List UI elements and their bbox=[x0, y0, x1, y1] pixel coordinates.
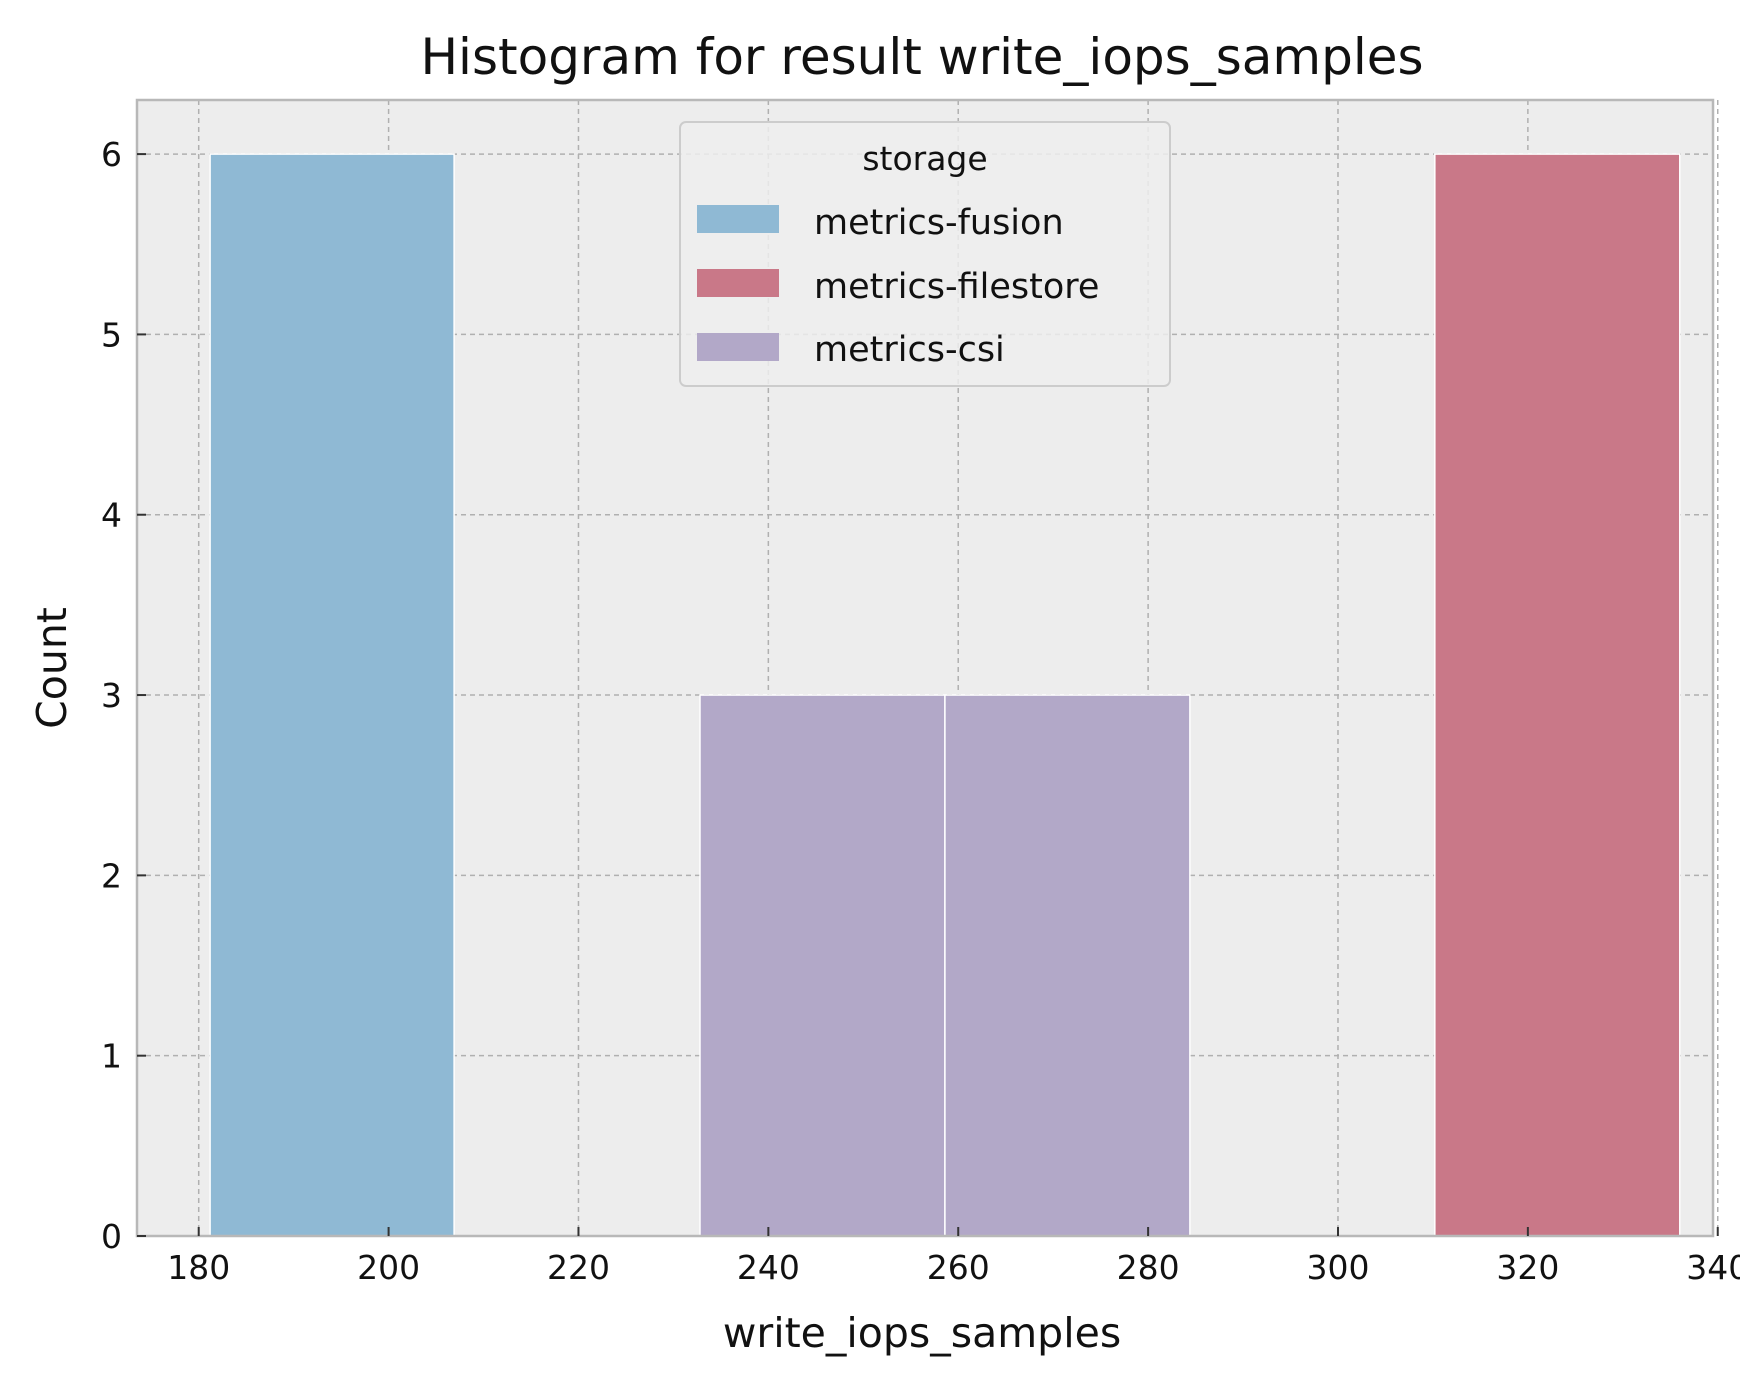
bar-metrics-csi bbox=[944, 694, 1191, 1237]
legend: storage metrics-fusion metrics-filestore… bbox=[679, 121, 1171, 387]
bar-metrics-csi bbox=[699, 694, 946, 1237]
y-axis-label: Count bbox=[28, 607, 76, 729]
x-tick-label: 180 bbox=[167, 1248, 230, 1287]
x-axis-label: write_iops_samples bbox=[723, 1309, 1121, 1357]
legend-label-metrics-csi: metrics-csi bbox=[814, 330, 1005, 370]
axis-ticks: 180 200 220 240 260 280 300 320 340 0 1 2 3 4 5 6 bbox=[101, 135, 1740, 1287]
legend-label-metrics-filestore: metrics-filestore bbox=[814, 267, 1099, 307]
legend-swatch-metrics-fusion bbox=[697, 205, 779, 233]
legend-swatch-metrics-filestore bbox=[697, 269, 779, 297]
x-tick-label: 300 bbox=[1306, 1248, 1369, 1287]
y-tick-label: 0 bbox=[101, 1217, 122, 1256]
histogram-bars bbox=[209, 153, 1681, 1237]
bar-metrics-fusion bbox=[209, 153, 455, 1237]
y-tick-label: 5 bbox=[101, 315, 122, 354]
x-tick-label: 200 bbox=[357, 1248, 420, 1287]
x-tick-label: 240 bbox=[737, 1248, 800, 1287]
x-tick-label: 260 bbox=[927, 1248, 990, 1287]
legend-swatch-metrics-csi bbox=[697, 333, 779, 361]
x-tick-label: 220 bbox=[547, 1248, 610, 1287]
plot-frame bbox=[135, 98, 1715, 1238]
y-tick-label: 4 bbox=[101, 496, 122, 535]
x-tick-label: 320 bbox=[1496, 1248, 1559, 1287]
legend-title: storage bbox=[862, 139, 987, 178]
bar-metrics-filestore bbox=[1434, 153, 1681, 1237]
legend-label-metrics-fusion: metrics-fusion bbox=[814, 203, 1064, 243]
y-tick-label: 6 bbox=[101, 135, 122, 174]
y-tick-label: 3 bbox=[101, 676, 122, 715]
chart-title: Histogram for result write_iops_samples bbox=[420, 28, 1423, 86]
y-tick-label: 1 bbox=[101, 1037, 122, 1076]
y-tick-label: 2 bbox=[101, 856, 122, 895]
x-tick-label: 280 bbox=[1117, 1248, 1180, 1287]
legend-box bbox=[679, 121, 1171, 387]
x-tick-label: 340 bbox=[1686, 1248, 1740, 1287]
